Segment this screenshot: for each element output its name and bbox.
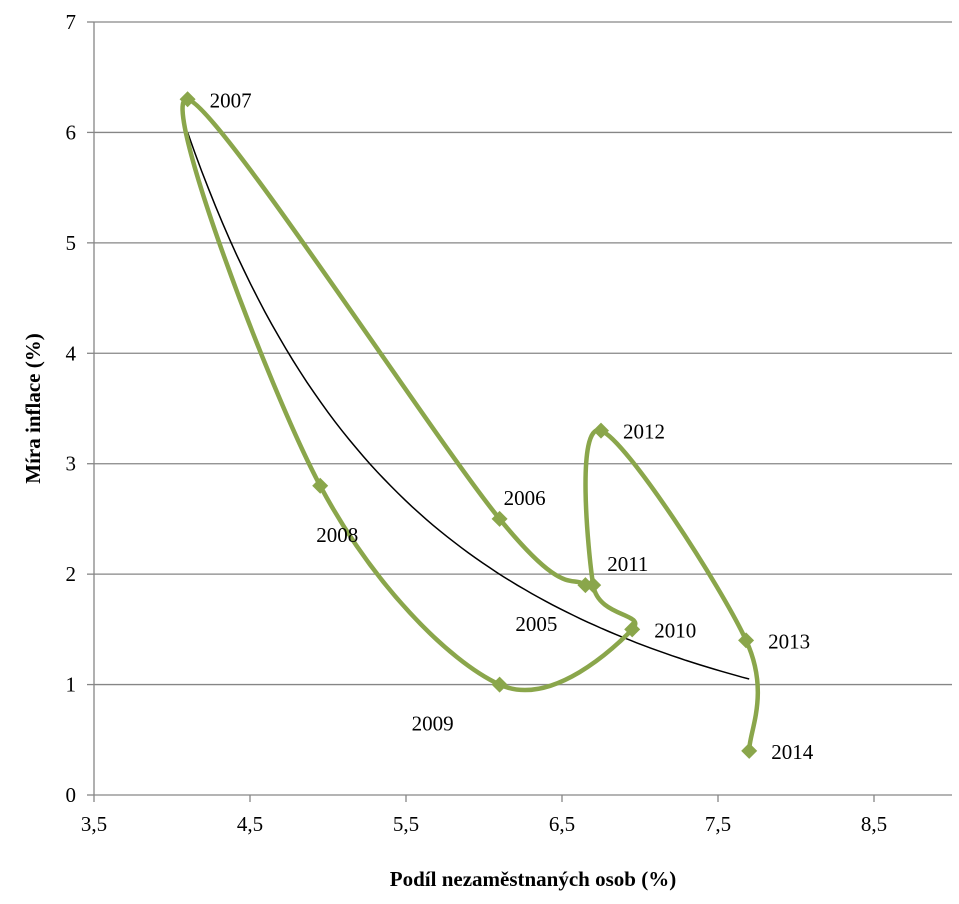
y-tick-label: 5 [66, 231, 77, 255]
y-axis-title: Míra inflace (%) [21, 333, 45, 483]
data-point-2007 [179, 91, 196, 108]
series-line [180, 97, 761, 754]
data-label-2010: 2010 [654, 618, 696, 642]
data-point-2008 [312, 477, 329, 494]
data-label-2014: 2014 [771, 740, 814, 764]
data-label-2005: 2005 [515, 612, 557, 636]
x-tick-label: 8,5 [861, 812, 887, 836]
y-tick-label: 2 [66, 562, 77, 586]
data-label-2012: 2012 [623, 420, 665, 444]
series-path [180, 97, 761, 754]
y-tick-label: 6 [66, 120, 77, 144]
data-point-2013 [738, 632, 755, 649]
axes: 0 1 2 3 4 5 6 7 3,5 4,5 5,5 6,5 7,5 8,5 [66, 10, 952, 836]
data-label-2006: 2006 [504, 486, 546, 510]
gridlines [94, 21, 952, 686]
y-tick-label: 3 [66, 452, 77, 476]
trendline [186, 132, 750, 680]
x-tick-label: 5,5 [393, 812, 419, 836]
data-point-2012 [593, 422, 609, 439]
x-tick-label: 6,5 [549, 812, 575, 836]
data-label-2009: 2009 [412, 712, 454, 736]
y-tick-label: 1 [66, 673, 77, 697]
data-point-2014 [741, 742, 758, 759]
data-point-2006 [491, 510, 508, 527]
x-tick-label: 7,5 [705, 812, 731, 836]
data-label-2008: 2008 [316, 523, 358, 547]
data-point-2009 [491, 676, 508, 693]
y-tick-label: 0 [66, 783, 77, 807]
point-labels: 2005 2006 2007 2008 2009 2010 2011 2012 2013 2014 [210, 88, 814, 764]
y-tick-label: 7 [66, 10, 77, 34]
x-tick-label: 3,5 [81, 812, 107, 836]
data-label-2007: 2007 [210, 88, 252, 112]
data-point-2010 [624, 621, 641, 638]
y-tick-label: 4 [66, 341, 77, 365]
x-tick-label: 4,5 [237, 812, 263, 836]
data-point-2011 [585, 577, 602, 594]
x-axis-title: Podíl nezaměstnaných osob (%) [390, 867, 676, 891]
data-label-2013: 2013 [768, 629, 810, 653]
data-label-2011: 2011 [607, 552, 648, 576]
trendline-path [186, 132, 750, 680]
data-points [179, 91, 758, 759]
